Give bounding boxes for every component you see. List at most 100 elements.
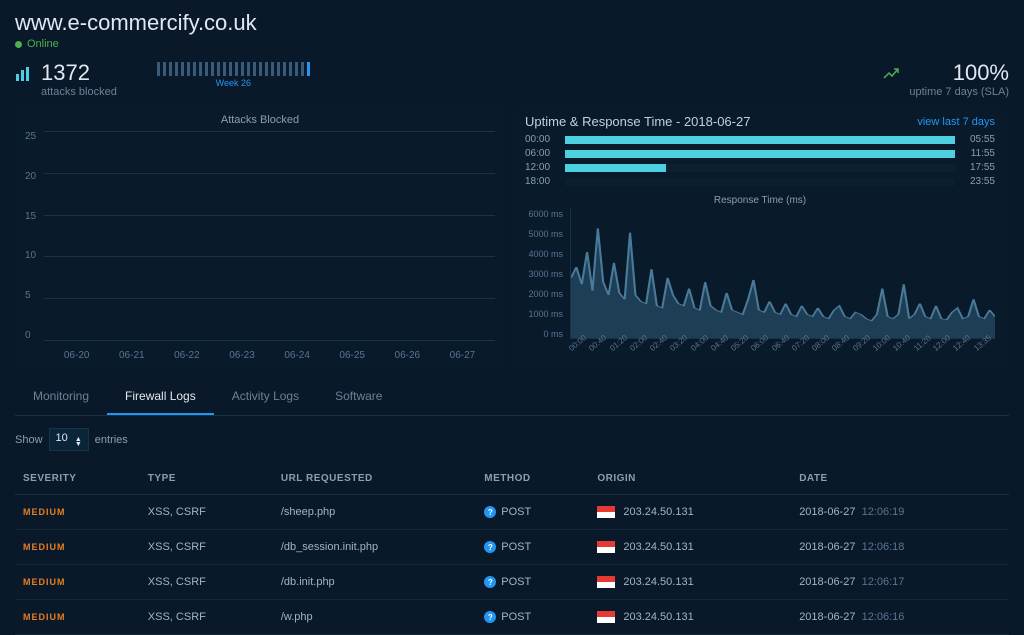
cell-method: ?POST	[484, 506, 581, 518]
attacks-bar-chart: 2520151050 06-2006-2106-2206-2306-2406-2…	[25, 131, 495, 361]
tab-activity-logs[interactable]: Activity Logs	[214, 379, 317, 415]
cell-type: XSS, CSRF	[140, 530, 273, 565]
table-header-row: Severity Type URL Requested Method Origi…	[15, 463, 1009, 495]
week-tick[interactable]	[253, 62, 256, 76]
severity-badge: MEDIUM	[23, 507, 66, 517]
week-tick[interactable]	[205, 62, 208, 76]
flag-icon	[597, 541, 615, 553]
week-tick[interactable]	[217, 62, 220, 76]
flag-icon	[597, 576, 615, 588]
week-tick[interactable]	[271, 62, 274, 76]
uptime-chart-title: Uptime & Response Time - 2018-06-27	[525, 114, 750, 129]
uptime-end-label: 17:55	[963, 162, 995, 173]
week-tick[interactable]	[163, 62, 166, 76]
th-severity[interactable]: Severity	[15, 463, 140, 495]
week-tick[interactable]	[175, 62, 178, 76]
y-tick: 10	[25, 250, 36, 261]
y-tick: 25	[25, 131, 36, 142]
uptime-row: 06:0011:55	[525, 148, 995, 159]
th-method[interactable]: Method	[476, 463, 589, 495]
firewall-logs-table: Severity Type URL Requested Method Origi…	[15, 463, 1009, 635]
week-tick[interactable]	[157, 62, 160, 76]
week-tick[interactable]	[259, 62, 262, 76]
uptime-row: 18:00 23:55	[525, 176, 995, 187]
x-tick: 06-21	[109, 350, 154, 361]
page-header: www.e-commercify.co.uk Online	[15, 10, 1009, 50]
uptime-track	[565, 178, 955, 186]
status-row: Online	[15, 38, 1009, 50]
uptime-start-label: 12:00	[525, 162, 557, 173]
entries-select[interactable]: 10 ▲▼	[49, 428, 89, 451]
entries-value: 10	[56, 432, 68, 444]
uptime-pct: 100%	[909, 62, 1009, 84]
tab-monitoring[interactable]: Monitoring	[15, 379, 107, 415]
cell-type: XSS, CSRF	[140, 600, 273, 635]
week-tick[interactable]	[235, 62, 238, 76]
cell-type: XSS, CSRF	[140, 565, 273, 600]
uptime-start-label: 00:00	[525, 134, 557, 145]
x-tick: 06-20	[54, 350, 99, 361]
uptime-start-label: 06:00	[525, 148, 557, 159]
cell-origin: 203.24.50.131	[597, 541, 783, 553]
table-row[interactable]: MEDIUMXSS, CSRF/db_session.init.php?POST…	[15, 530, 1009, 565]
week-tick[interactable]	[229, 62, 232, 76]
y-tick: 4000 ms	[525, 249, 563, 259]
y-tick: 20	[25, 171, 36, 182]
attacks-label: attacks blocked	[41, 86, 117, 98]
week-tick[interactable]	[289, 62, 292, 76]
week-label: Week 26	[216, 78, 251, 88]
uptime-fill	[565, 164, 666, 172]
severity-badge: MEDIUM	[23, 577, 66, 587]
week-tick[interactable]	[265, 62, 268, 76]
week-tick[interactable]	[211, 62, 214, 76]
table-controls: Show 10 ▲▼ entries	[15, 416, 1009, 463]
week-tick[interactable]	[247, 62, 250, 76]
y-tick: 15	[25, 211, 36, 222]
uptime-start-label: 18:00	[525, 176, 557, 187]
uptime-end-label: 05:55	[963, 134, 995, 145]
uptime-stat: 100% uptime 7 days (SLA)	[883, 62, 1009, 98]
uptime-bars: 00:00 05:55 06:0011:55 12:00 17:55 18:00 23:55	[525, 134, 995, 187]
y-tick: 0	[25, 330, 36, 341]
y-tick: 5000 ms	[525, 229, 563, 239]
cell-url: /db.init.php	[273, 565, 476, 600]
week-tick[interactable]	[223, 62, 226, 76]
week-tick[interactable]	[187, 62, 190, 76]
uptime-end-label: 23:55	[963, 176, 995, 187]
week-tick[interactable]	[169, 62, 172, 76]
week-tick[interactable]	[241, 62, 244, 76]
trend-up-icon	[883, 66, 899, 87]
entries-label: entries	[95, 434, 128, 446]
th-origin[interactable]: Origin	[589, 463, 791, 495]
week-tick[interactable]	[193, 62, 196, 76]
cell-origin: 203.24.50.131	[597, 576, 783, 588]
response-chart: 6000 ms5000 ms4000 ms3000 ms2000 ms1000 …	[525, 209, 995, 354]
week-tick[interactable]	[181, 62, 184, 76]
flag-icon	[597, 506, 615, 518]
view-last-7-days-link[interactable]: view last 7 days	[917, 116, 995, 128]
cell-date: 2018-06-27 12:06:17	[791, 565, 1009, 600]
cell-method: ?POST	[484, 576, 581, 588]
week-tick[interactable]	[277, 62, 280, 76]
th-url[interactable]: URL Requested	[273, 463, 476, 495]
week-strip[interactable]: Week 26	[157, 62, 310, 88]
stats-row: 1372 attacks blocked Week 26 100% uptime…	[15, 62, 1009, 98]
cell-type: XSS, CSRF	[140, 495, 273, 530]
th-type[interactable]: Type	[140, 463, 273, 495]
table-row[interactable]: MEDIUM XSS, CSRF/db.init.php ?POST 203.24.5…	[15, 565, 1009, 600]
week-tick[interactable]	[307, 62, 310, 76]
week-tick[interactable]	[295, 62, 298, 76]
week-tick[interactable]	[301, 62, 304, 76]
info-icon: ?	[484, 506, 496, 518]
uptime-chart-panel: Uptime & Response Time - 2018-06-27 view…	[515, 106, 1005, 369]
y-tick: 6000 ms	[525, 209, 563, 219]
tab-software[interactable]: Software	[317, 379, 400, 415]
table-row[interactable]: MEDIUMXSS, CSRF/sheep.php?POST203.24.50.…	[15, 495, 1009, 530]
tab-firewall-logs[interactable]: Firewall Logs	[107, 379, 214, 415]
y-tick: 1000 ms	[525, 309, 563, 319]
y-tick: 2000 ms	[525, 289, 563, 299]
table-row[interactable]: MEDIUMXSS, CSRF/w.php?POST203.24.50.1312…	[15, 600, 1009, 635]
week-tick[interactable]	[199, 62, 202, 76]
week-tick[interactable]	[283, 62, 286, 76]
th-date[interactable]: Date	[791, 463, 1009, 495]
